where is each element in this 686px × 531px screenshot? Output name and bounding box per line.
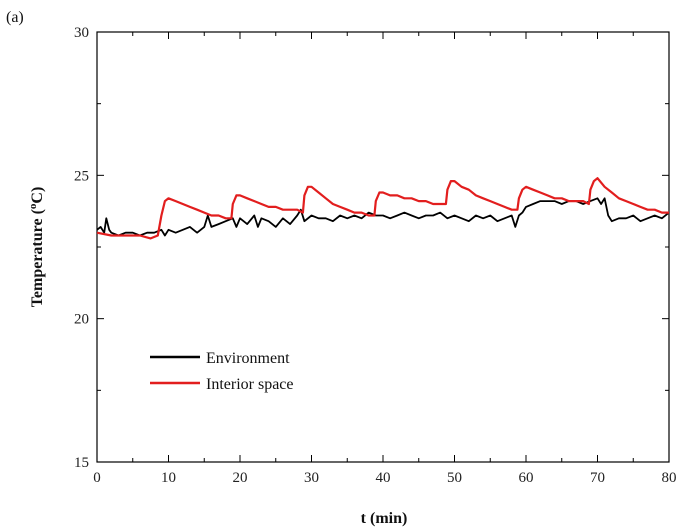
- panel-label: (a): [6, 9, 24, 26]
- x-axis-title: t (min): [361, 510, 408, 527]
- x-tick-label: 20: [233, 470, 248, 486]
- y-tick-label: 15: [74, 455, 89, 471]
- x-tick-label: 40: [376, 470, 391, 486]
- y-tick-label: 20: [74, 312, 89, 328]
- x-tick-label: 80: [662, 470, 677, 486]
- y-axis-title-end: C): [29, 187, 46, 204]
- x-tick-label: 60: [519, 470, 534, 486]
- y-tick-label: 25: [74, 168, 89, 184]
- y-axis-title: Temperature (oC): [27, 187, 46, 308]
- legend: Environment Interior space: [150, 350, 294, 393]
- series-line-interior-space: [96, 177, 669, 240]
- plot-area: 0 10 20 30 40 50 60 70 80 15 20 25 30: [74, 25, 677, 486]
- x-tick-label: 30: [304, 470, 319, 486]
- legend-label-interior-space: Interior space: [206, 376, 294, 393]
- x-tick-label: 50: [447, 470, 462, 486]
- x-tick-label: 70: [590, 470, 605, 486]
- plot-frame: [96, 31, 670, 463]
- x-tick-label: 0: [93, 470, 101, 486]
- y-axis-title-main: Temperature (: [29, 209, 46, 307]
- x-tick-label: 10: [161, 470, 176, 486]
- legend-label-environment: Environment: [206, 350, 290, 367]
- y-axis-title-superscript: o: [27, 203, 39, 209]
- y-tick-label: 30: [74, 25, 89, 41]
